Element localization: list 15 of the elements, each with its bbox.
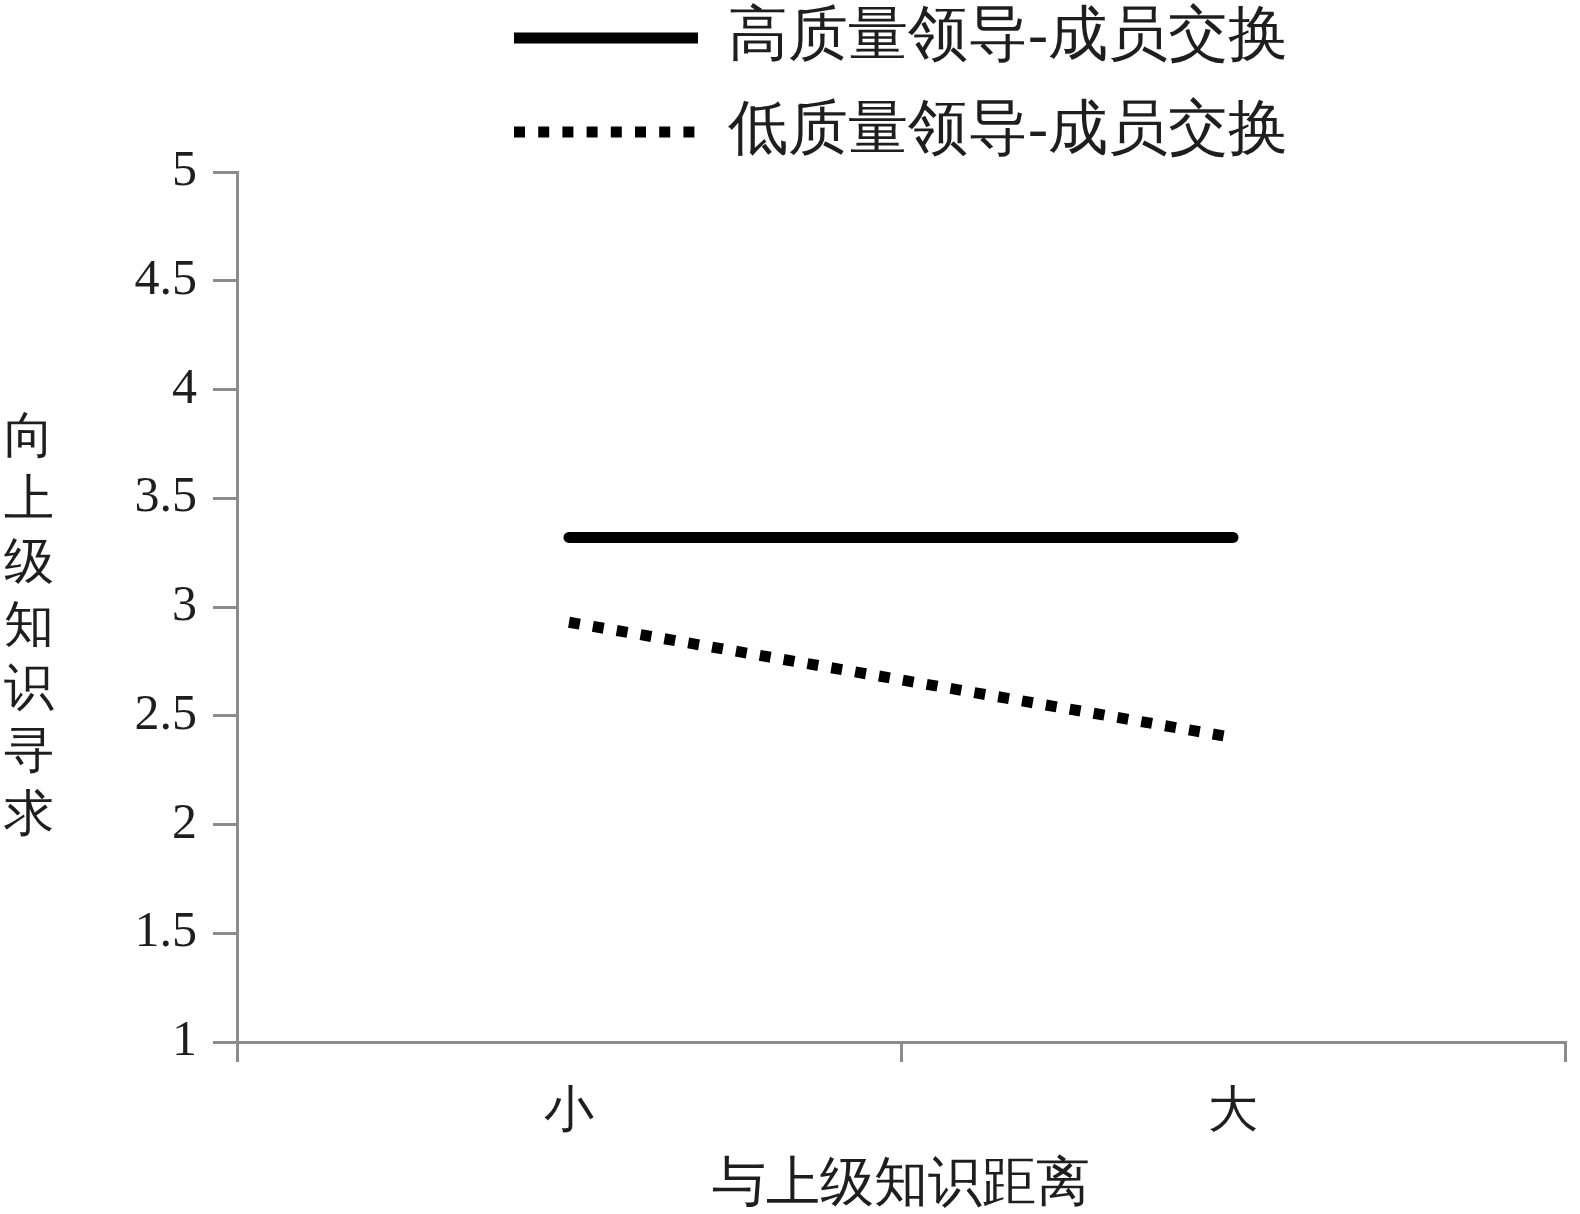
legend-label: 高质量领导-成员交换: [728, 0, 1288, 67]
y-tick-label: 5: [172, 140, 197, 197]
y-tick-label: 2: [172, 792, 197, 849]
x-axis-title: 与上级知识距离: [712, 1152, 1090, 1213]
x-tick-label: 小: [544, 1081, 594, 1138]
y-tick-label: 4: [172, 357, 197, 414]
x-tick-label: 大: [1208, 1081, 1258, 1138]
y-tick-label: 4.5: [134, 248, 197, 305]
y-tick-label: 3.5: [134, 466, 197, 523]
y-tick-label: 3: [172, 575, 197, 632]
y-tick-label: 1: [172, 1010, 197, 1067]
y-tick-label: 2.5: [134, 683, 197, 740]
legend-label: 低质量领导-成员交换: [728, 94, 1288, 161]
y-tick-label: 1.5: [134, 901, 197, 958]
y-axis-title: 向上级知识寻求: [3, 406, 55, 843]
